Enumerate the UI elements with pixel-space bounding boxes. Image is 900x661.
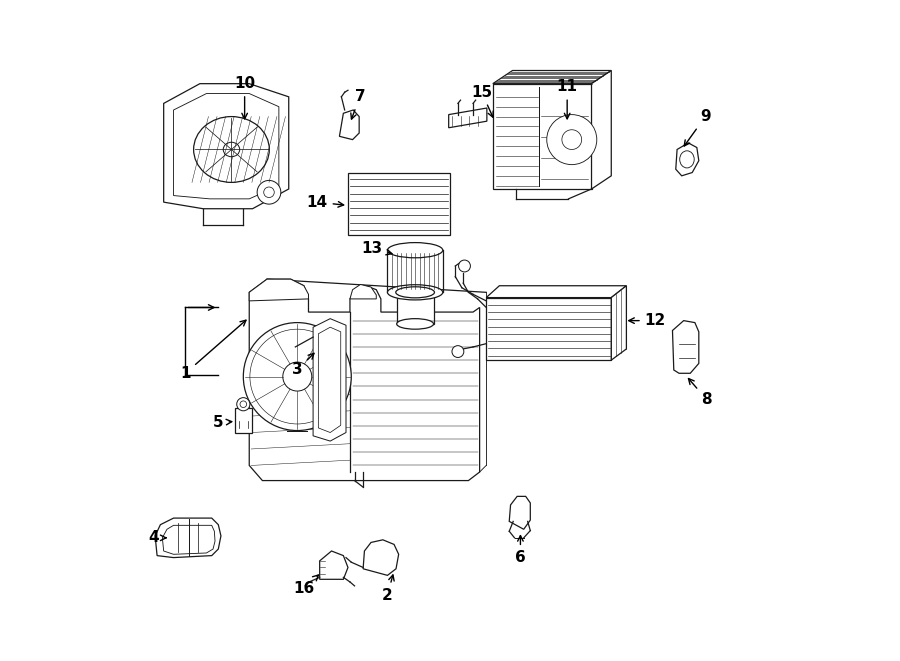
- Text: 10: 10: [234, 76, 256, 119]
- Circle shape: [257, 180, 281, 204]
- Polygon shape: [493, 71, 611, 84]
- Circle shape: [243, 323, 351, 430]
- Circle shape: [459, 260, 471, 272]
- Polygon shape: [486, 286, 626, 297]
- Text: 11: 11: [557, 79, 578, 119]
- Polygon shape: [611, 286, 626, 360]
- Text: 7: 7: [351, 89, 365, 119]
- Polygon shape: [486, 297, 611, 360]
- Text: 8: 8: [688, 379, 712, 407]
- Bar: [235, 408, 252, 432]
- Circle shape: [547, 114, 597, 165]
- Polygon shape: [591, 71, 611, 189]
- Ellipse shape: [388, 243, 443, 258]
- Circle shape: [237, 398, 250, 410]
- Polygon shape: [509, 496, 530, 529]
- Polygon shape: [249, 279, 309, 301]
- Text: 1: 1: [180, 320, 246, 381]
- Polygon shape: [320, 551, 348, 579]
- Polygon shape: [676, 143, 698, 176]
- Text: 4: 4: [148, 530, 166, 545]
- Ellipse shape: [396, 287, 435, 298]
- Text: 3: 3: [292, 354, 314, 377]
- Text: 16: 16: [293, 575, 319, 596]
- Bar: [397, 292, 434, 324]
- Polygon shape: [363, 540, 399, 575]
- Circle shape: [452, 346, 464, 358]
- Text: 6: 6: [515, 535, 526, 565]
- Text: 12: 12: [629, 313, 666, 328]
- Polygon shape: [164, 84, 289, 209]
- Polygon shape: [155, 518, 220, 558]
- Text: 2: 2: [382, 575, 394, 603]
- Polygon shape: [339, 110, 359, 139]
- Ellipse shape: [194, 116, 269, 182]
- Text: 13: 13: [362, 241, 392, 256]
- Polygon shape: [249, 279, 480, 481]
- Ellipse shape: [388, 285, 443, 300]
- Polygon shape: [493, 84, 591, 189]
- Text: 14: 14: [307, 194, 344, 210]
- Ellipse shape: [397, 319, 434, 329]
- Circle shape: [283, 362, 311, 391]
- Polygon shape: [313, 319, 346, 441]
- Text: 5: 5: [213, 415, 232, 430]
- Bar: [348, 173, 450, 235]
- Polygon shape: [449, 108, 487, 128]
- Text: 15: 15: [471, 85, 493, 117]
- Polygon shape: [672, 321, 698, 373]
- Polygon shape: [350, 284, 376, 299]
- Text: 9: 9: [684, 109, 711, 146]
